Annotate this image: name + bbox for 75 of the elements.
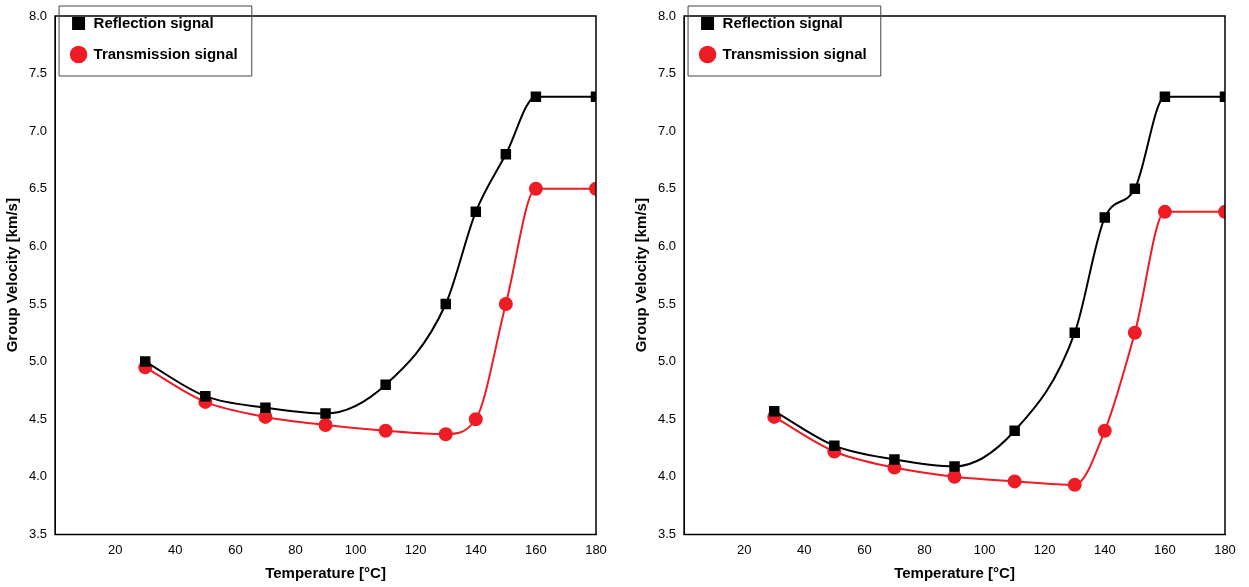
- y-tick-label: 5.5: [657, 295, 677, 311]
- y-axis-title: Group Velocity [km/s]: [632, 198, 650, 353]
- y-tick-label: 8.0: [657, 7, 677, 23]
- y-axis-title: Group Velocity [km/s]: [3, 198, 21, 353]
- y-tick-label: 7.0: [28, 122, 48, 138]
- y-tick-label: 5.5: [28, 295, 48, 311]
- point: [1159, 91, 1171, 102]
- point: [438, 427, 453, 442]
- point: [768, 405, 780, 417]
- x-tick-label: 160: [525, 541, 547, 557]
- point: [1127, 325, 1142, 340]
- y-tick-label: 3.5: [28, 525, 48, 541]
- point: [1069, 327, 1080, 339]
- point: [1009, 425, 1020, 436]
- point: [889, 454, 900, 465]
- legend-label: Transmission signal: [722, 44, 867, 62]
- point: [1157, 204, 1172, 219]
- x-tick-label: 140: [1093, 541, 1116, 557]
- point: [260, 402, 271, 413]
- x-tick-label: 40: [797, 541, 812, 557]
- x-tick-label: 80: [288, 541, 303, 557]
- point: [440, 298, 451, 310]
- x-tick-label: 120: [404, 541, 427, 557]
- y-tick-label: 4.0: [28, 468, 48, 484]
- x-tick-label: 160: [1154, 541, 1176, 557]
- legend-label: Transmission signal: [93, 44, 238, 62]
- point: [468, 412, 483, 427]
- y-tick-label: 3.5: [657, 525, 677, 541]
- x-tick-label: 60: [857, 541, 872, 557]
- y-tick-label: 4.5: [657, 410, 677, 426]
- point: [1007, 474, 1022, 489]
- point: [1129, 183, 1141, 195]
- y-tick-label: 6.0: [28, 237, 48, 253]
- y-tick-label: 5.0: [28, 353, 48, 369]
- x-axis-title: Temperature [°C]: [894, 564, 1015, 582]
- x-tick-label: 100: [973, 541, 996, 557]
- y-tick-label: 8.0: [28, 7, 48, 23]
- point: [139, 356, 151, 367]
- x-tick-label: 20: [107, 541, 123, 557]
- point: [318, 417, 333, 432]
- x-tick-label: 180: [585, 541, 607, 557]
- point: [470, 206, 482, 218]
- y-tick-label: 7.0: [657, 122, 677, 138]
- legend-label: Reflection signal: [93, 13, 214, 31]
- x-tick-label: 120: [1033, 541, 1056, 557]
- y-tick-label: 6.5: [657, 180, 677, 196]
- x-tick-label: 180: [1214, 541, 1236, 557]
- x-tick-label: 140: [464, 541, 487, 557]
- point: [500, 149, 512, 160]
- point: [1097, 423, 1112, 438]
- y-tick-label: 6.5: [28, 180, 48, 196]
- y-tick-label: 5.0: [657, 353, 677, 369]
- y-tick-label: 4.0: [657, 468, 677, 484]
- x-tick-label: 40: [168, 541, 183, 557]
- point: [1099, 212, 1111, 223]
- y-tick-label: 6.0: [657, 237, 677, 253]
- x-tick-label: 20: [736, 541, 752, 557]
- x-tick-label: 60: [228, 541, 243, 557]
- point: [320, 408, 331, 419]
- point: [200, 390, 211, 402]
- y-tick-label: 4.5: [28, 410, 48, 426]
- x-tick-label: 100: [344, 541, 367, 557]
- point: [498, 297, 513, 311]
- point: [829, 440, 840, 451]
- point: [378, 423, 393, 438]
- point: [528, 181, 543, 196]
- point: [380, 379, 391, 390]
- point: [1067, 477, 1082, 492]
- legend-label: Reflection signal: [722, 13, 843, 31]
- y-tick-label: 7.5: [657, 65, 677, 81]
- x-tick-label: 80: [917, 541, 932, 557]
- point: [530, 91, 542, 102]
- y-tick-label: 7.5: [28, 65, 48, 81]
- x-axis-title: Temperature [°C]: [265, 564, 386, 582]
- point: [949, 461, 960, 472]
